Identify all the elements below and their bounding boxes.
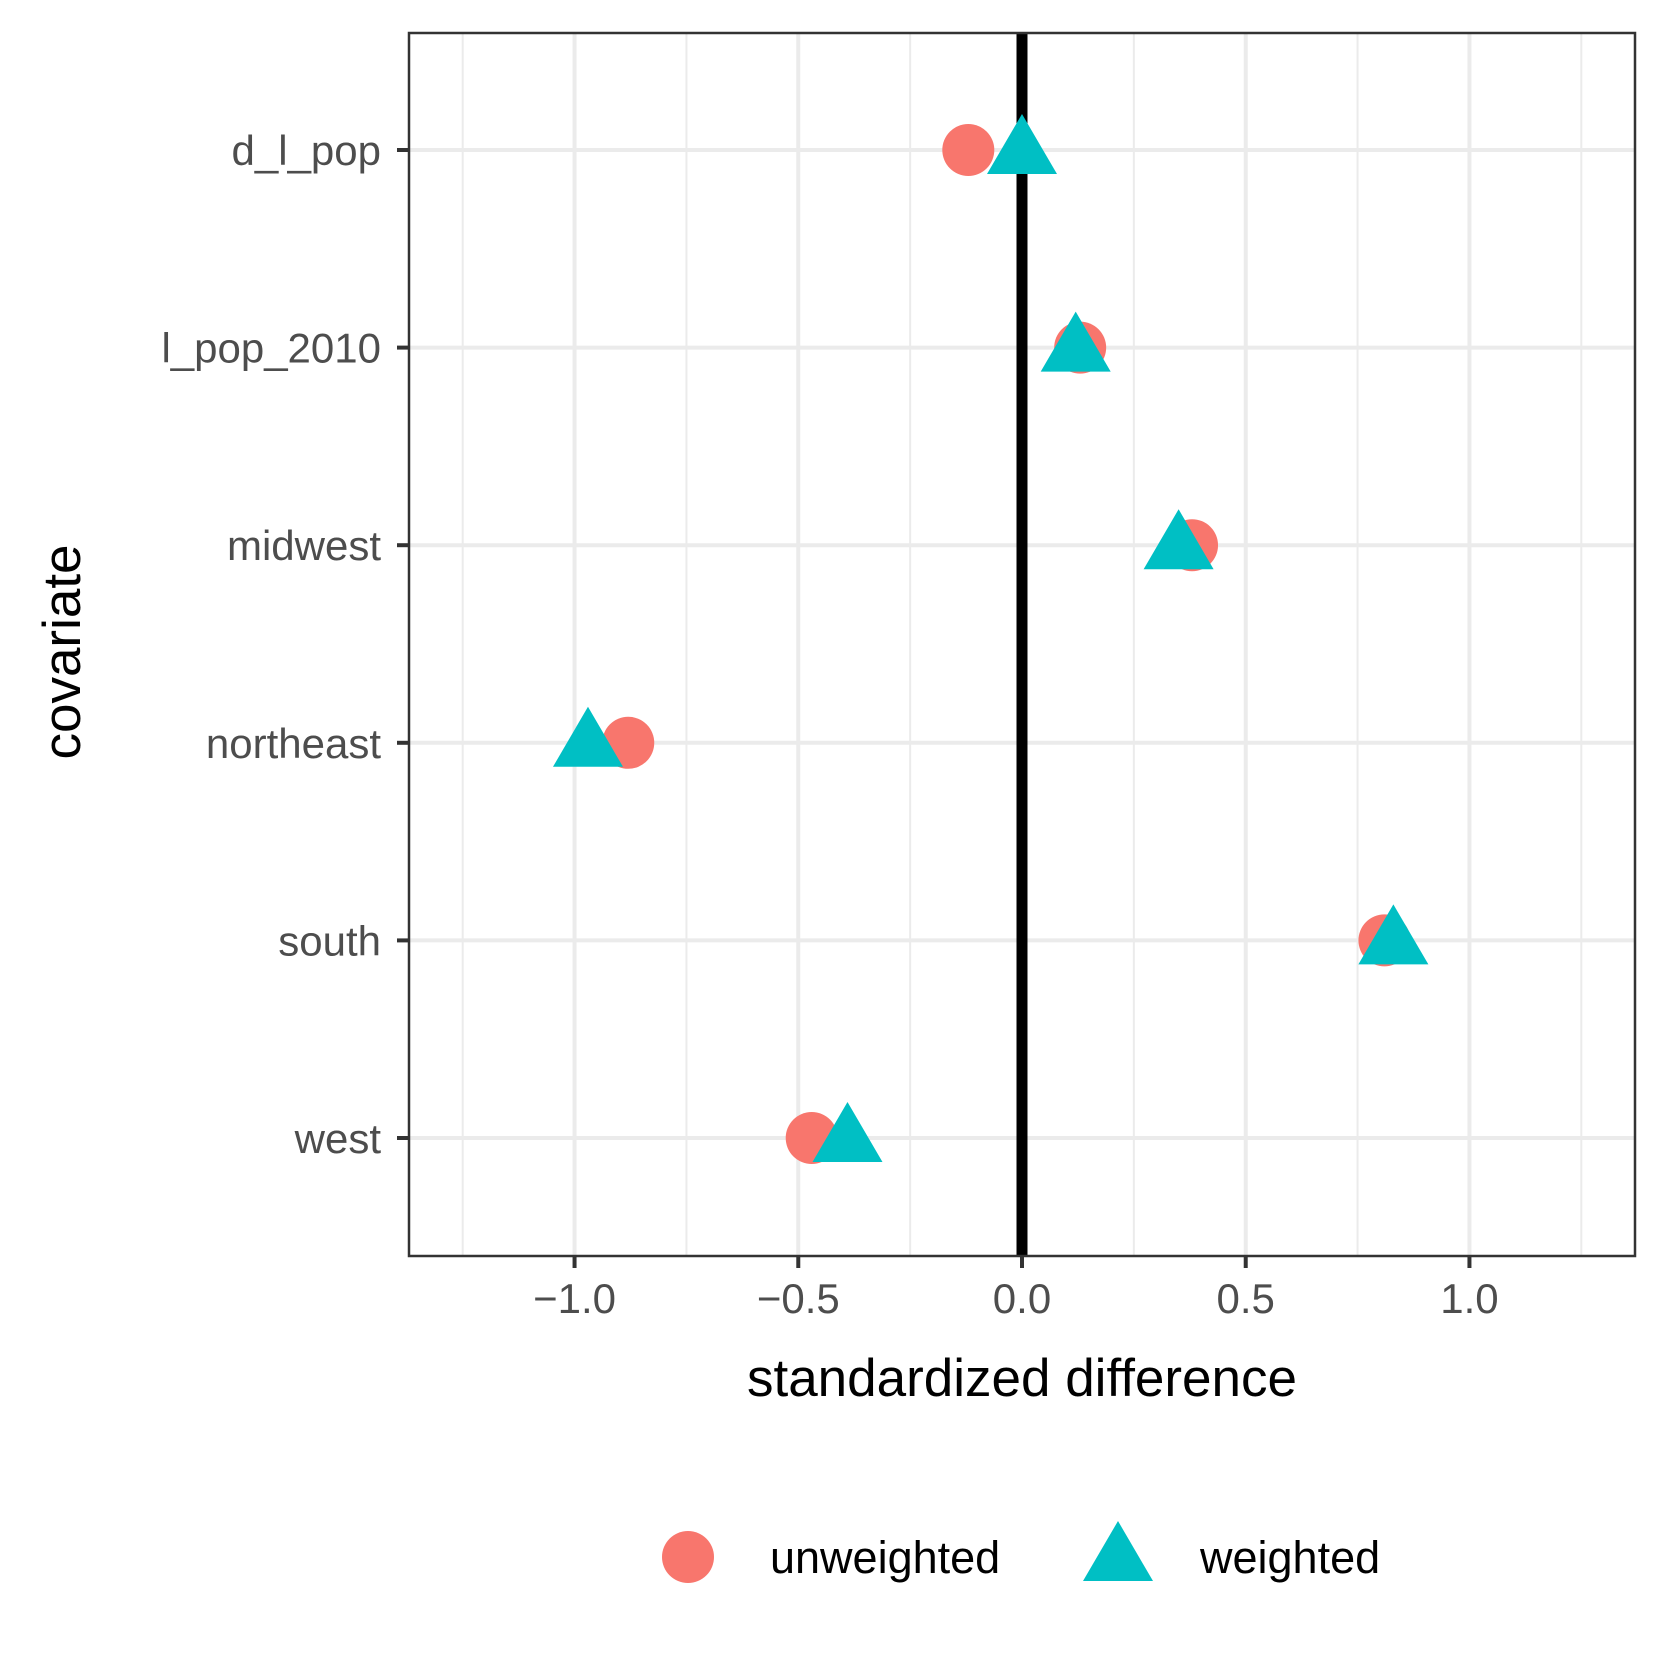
y-tick-label-midwest: midwest — [227, 522, 381, 569]
legend: unweighted weighted — [662, 1521, 1380, 1583]
data-points — [552, 114, 1429, 1164]
legend-key-unweighted — [662, 1531, 714, 1583]
weighted-point-l_pop_2010 — [1040, 311, 1111, 372]
weighted-point-south — [1358, 904, 1429, 965]
y-tick-label-l_pop_2010: l_pop_2010 — [161, 325, 381, 372]
x-tick-label: −0.5 — [757, 1275, 840, 1322]
weighted-point-d_l_pop — [987, 114, 1057, 174]
legend-label-unweighted: unweighted — [770, 1532, 1000, 1583]
y-axis-title: covariate — [33, 544, 92, 759]
y-tick-label-d_l_pop: d_l_pop — [232, 127, 381, 174]
y-tick-label-west: west — [294, 1115, 382, 1162]
y-tick-label-northeast: northeast — [206, 720, 381, 767]
y-tick-label-south: south — [278, 917, 381, 964]
x-axis-title: standardized difference — [747, 1349, 1297, 1408]
weighted-point-west — [812, 1102, 883, 1162]
x-tick-label: 1.0 — [1440, 1275, 1498, 1322]
x-tick-label: 0.0 — [993, 1275, 1051, 1322]
unweighted-point-d_l_pop — [942, 124, 995, 176]
x-axis: −1.0 −0.5 0.0 0.5 1.0 — [533, 1256, 1499, 1322]
weighted-point-northeast — [552, 706, 623, 767]
legend-label-weighted: weighted — [1199, 1532, 1380, 1583]
x-tick-label: 0.5 — [1217, 1275, 1275, 1322]
x-tick-label: −1.0 — [533, 1275, 616, 1322]
weighted-point-midwest — [1143, 509, 1214, 570]
minor-grid — [461, 33, 1583, 1256]
legend-key-weighted — [1083, 1521, 1153, 1581]
